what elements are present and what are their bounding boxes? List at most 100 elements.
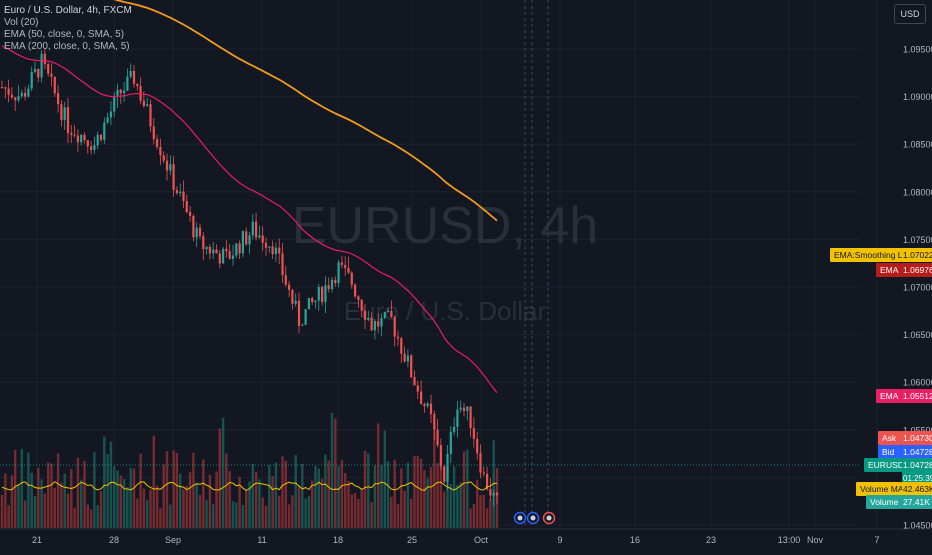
ask-tag-text: Ask [882,433,897,443]
candle-body [99,134,103,140]
candle-body [208,246,211,254]
candle-body [182,191,185,202]
volume-bar [155,485,159,528]
candle-body [80,134,83,143]
bid-tag-text: Bid [882,447,895,457]
candle-body [159,146,162,156]
volume-ma-value-bg [902,482,932,496]
candle-body [175,189,178,194]
time-tick-label: 25 [407,535,417,545]
volume-bar [410,498,413,528]
symbol-title[interactable]: Euro / U.S. Dollar, 4h, FXCM [4,5,132,16]
volume-bar [314,466,317,528]
volume-bar [264,505,268,528]
volume-bar [357,499,360,528]
watermark-symbol: EURUSD, 4h [292,197,598,255]
candle-body [142,100,145,106]
candle-body [40,53,43,78]
volume-bar [294,455,297,528]
candle-body [334,279,337,284]
volume-bar [416,455,419,528]
volume-bar [251,464,254,528]
countdown-bg [902,472,932,484]
candle-body [271,246,274,255]
candle-body [123,90,126,94]
volume-bar [179,473,182,528]
volume-bar [139,453,142,528]
volume-bar [113,466,116,528]
volume-bar [360,489,363,528]
volume-bar [396,504,400,528]
volume-bar [347,480,350,528]
candle-body [413,377,416,386]
volume-bar [218,428,221,528]
candle-body [324,285,327,302]
candle-body [241,231,244,254]
volume-bar [436,463,439,528]
indicator-ema-50[interactable]: EMA (50, close, 0, SMA, 5) [4,29,125,40]
currency-button[interactable]: USD [894,4,926,24]
volume-bar [99,491,103,528]
volume-bar [443,491,446,528]
candle-body [185,201,188,213]
candle-body [33,68,37,72]
candle-body [189,212,192,216]
candle-body [195,227,198,238]
candle-body [400,338,403,354]
price-tick-label: 1.08500 [903,140,932,150]
candle-body [116,89,119,97]
candle-body [396,336,400,339]
candle-body [7,88,10,95]
ema-200-value: 1.06976 [903,265,932,275]
volume-bar [489,499,492,528]
volume-bar [235,502,238,528]
watermark-name: Euro / U.S. Dollar [344,296,547,326]
price-tick-label: 1.09000 [903,92,932,102]
volume-bar [205,500,208,528]
candle-body [354,284,357,297]
candle-body [466,406,469,411]
volume-bar [258,479,261,528]
candle-body [96,134,99,146]
volume-tag-text: Volume [870,497,899,507]
ask-value-bg [902,431,932,445]
candle-body [255,221,258,238]
candles [0,48,499,507]
candle-body [278,247,281,254]
candle-body [50,73,53,77]
indicator-volume[interactable]: Vol (20) [4,17,39,28]
last-price-value-bg [902,458,932,472]
volume-bar [172,450,175,528]
indicator-ema-200[interactable]: EMA (200, close, 0, SMA, 5) [4,41,130,52]
candle-body [53,76,56,94]
overlays [0,0,860,528]
price-tick-label: 1.06000 [903,378,932,388]
volume-bar [301,463,304,528]
volume-bar [274,462,278,528]
volume-bar [291,495,294,528]
price-tick-label: 1.07000 [903,283,932,293]
volume-bar [212,504,215,528]
volume-bar [462,451,466,528]
volume-bar [215,471,218,528]
volume-bar [439,456,443,528]
candle-body [179,191,182,194]
ask-value: 1.04730 [903,433,932,443]
candle-body [258,235,261,238]
candle-body [225,248,228,252]
time-tick-label: 28 [109,535,119,545]
candle-body [459,407,462,410]
candle-body [423,403,426,407]
volume-bar [373,465,377,528]
volume-bar [390,496,393,528]
volume-bar [456,484,459,528]
candle-body [337,262,340,284]
candle-body [344,264,347,269]
volume-ma-tag [856,482,902,496]
time-tick-label: 16 [630,535,640,545]
volume-bar [175,452,179,528]
candle-body [57,93,60,105]
volume-bar [446,467,449,528]
